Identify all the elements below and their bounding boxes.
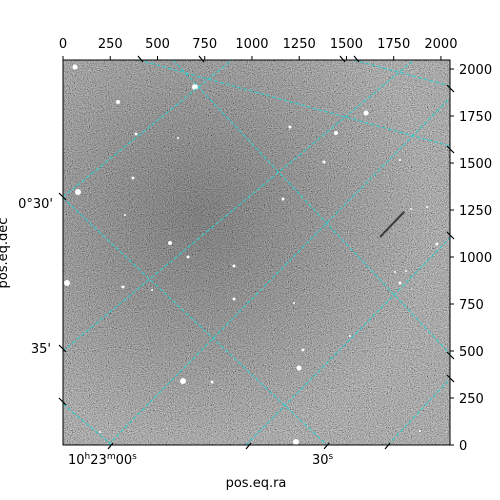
grid-line [63,60,415,352]
sky-image [63,60,450,445]
star [151,289,153,291]
star [177,137,179,139]
grid-line [107,97,450,445]
star [334,131,338,135]
top-tick-label: 0 [59,37,67,52]
star [296,365,302,371]
right-tick-label: 1750 [459,110,492,125]
top-tick-label: 1000 [235,37,268,52]
grid-line [387,378,450,445]
right-tick-label: 2000 [459,63,492,78]
top-tick-label: 250 [98,37,123,52]
star [394,271,396,273]
top-tick-label: 2000 [424,37,457,52]
right-axis: 0 250 500 750 1000 1250 1500 1750 2000 [450,63,492,454]
star [322,160,326,164]
star [293,302,295,304]
star [232,264,236,268]
ra-tick-label-1: 10h23m00s [68,452,137,468]
satellite-streak [379,211,405,238]
star [349,335,351,337]
star [281,197,285,201]
star [99,431,101,433]
star [232,297,236,301]
star [180,378,186,384]
top-axis: 0 250 500 750 1000 1250 1500 1750 2000 [59,37,457,60]
star [121,285,125,289]
y-axis-label: pos.eq.dec [0,218,11,289]
ra-tick-label-2: 30s [312,452,334,468]
star [398,281,402,285]
star [72,64,78,70]
right-tick-label: 250 [459,392,484,407]
star [419,430,421,432]
right-tick-label: 1250 [459,204,492,219]
right-tick-label: 500 [459,345,484,360]
top-tick-label: 750 [192,37,217,52]
star [168,241,172,245]
star [192,84,198,90]
wcs-tick-marks [58,55,455,450]
x-axis-label: pos.eq.ra [226,476,287,491]
right-tick-label: 750 [459,298,484,313]
star [116,100,120,104]
dec-tick-label-2: 35' [31,342,51,357]
star [210,380,214,384]
star [399,159,401,161]
star [131,176,135,180]
top-tick-label: 1500 [330,37,363,52]
star [288,125,292,129]
grid-line [63,403,113,445]
star [405,270,407,272]
grid-line [172,60,450,355]
star [410,208,412,210]
top-tick-label: 1250 [283,37,316,52]
grid-line [245,237,450,445]
coordinate-grid [63,60,450,445]
star [363,110,369,116]
right-tick-label: 0 [459,439,467,454]
star [435,242,439,246]
grid-line [353,60,450,87]
star [75,189,81,195]
grid-line [63,197,328,445]
grid-line [63,60,233,198]
star [301,348,305,352]
star [186,255,190,259]
dec-tick-label-1: 0°30' [18,197,53,212]
right-tick-label: 1500 [459,157,492,172]
axes-frame [62,59,451,446]
top-tick-label: 1750 [377,37,410,52]
star [64,280,70,286]
star [134,132,138,136]
right-tick-label: 1000 [459,251,492,266]
top-tick-label: 500 [145,37,170,52]
star [426,206,428,208]
star [293,439,299,445]
stars [64,64,439,445]
star [124,214,126,216]
